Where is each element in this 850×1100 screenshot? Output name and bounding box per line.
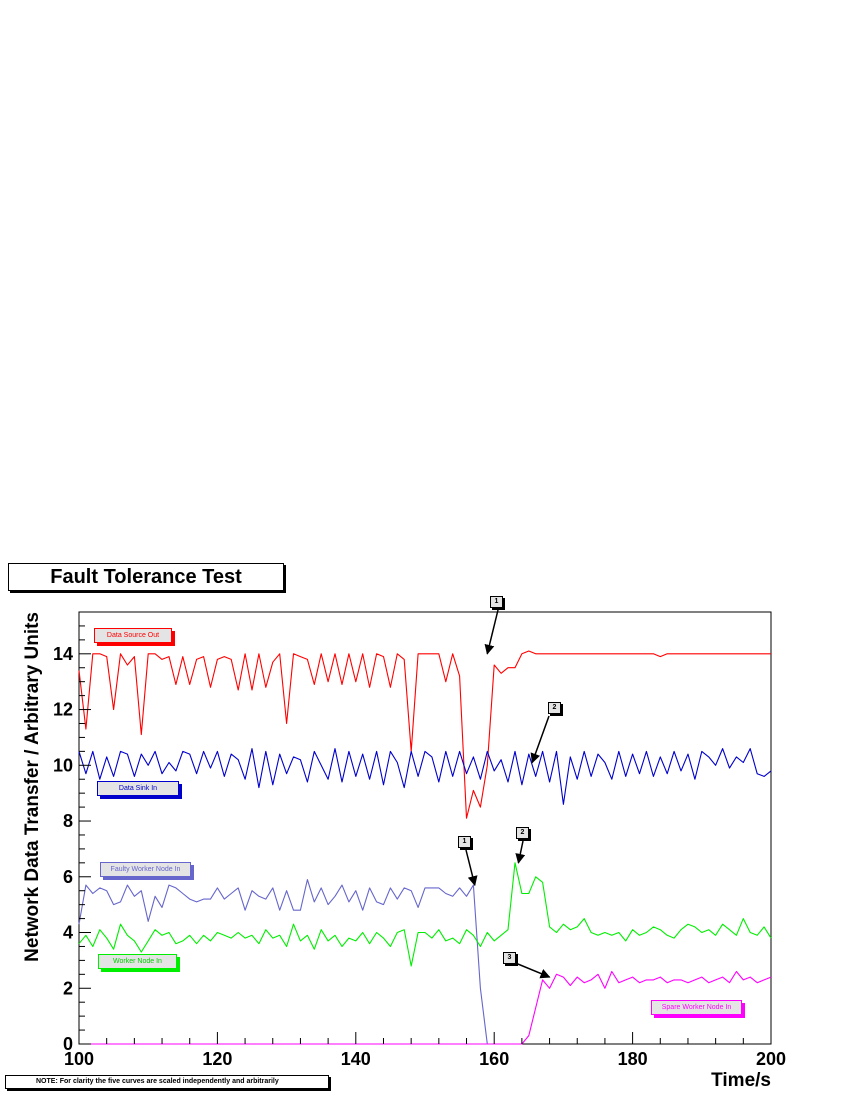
series-line-4: [79, 970, 772, 1045]
x-tick-label: 200: [756, 1049, 786, 1069]
annotation-arrow-4: [515, 840, 526, 864]
chart-note: NOTE: For clarity the five curves are sc…: [5, 1075, 329, 1089]
y-tick-label: 8: [63, 811, 73, 831]
legend-faulty-worker-node-in: Faulty Worker Node In: [100, 862, 191, 877]
series-line-1: [78, 748, 772, 805]
series-line-0: [78, 650, 771, 819]
annotation-3-spare: 3: [503, 952, 516, 964]
legend-spare-worker-node-in: Spare Worker Node In: [651, 1000, 742, 1015]
y-tick-label: 14: [53, 644, 73, 664]
y-tick-label: 2: [63, 978, 73, 998]
x-tick-label: 100: [64, 1049, 94, 1069]
y-axis-title: Network Data Transfer / Arbitrary Units: [22, 612, 43, 962]
annotation-arrow-2: [530, 715, 550, 764]
annotation-arrow-3: [465, 849, 478, 887]
y-tick-label: 0: [63, 1034, 73, 1054]
y-tick-label: 12: [53, 700, 73, 720]
y-tick-label: 4: [63, 923, 73, 943]
plot-frame: [78, 611, 772, 1045]
x-tick-label: 180: [618, 1049, 648, 1069]
annotation-arrow-1: [484, 609, 499, 655]
x-axis-title: Time/s: [711, 1070, 771, 1091]
series-line-3: [78, 862, 772, 967]
annotation-1-faulty: 1: [458, 836, 471, 848]
annotation-1-source: 1: [490, 596, 503, 608]
y-tick-label: 10: [53, 755, 73, 775]
legend-worker-node-in: Worker Node In: [98, 954, 177, 969]
legend-data-sink-in: Data Sink In: [97, 781, 179, 796]
annotation-2-worker: 2: [516, 827, 529, 839]
y-tick-label: 6: [63, 867, 73, 887]
x-tick-label: 160: [479, 1049, 509, 1069]
annotation-2-sink: 2: [548, 702, 561, 714]
legend-data-source-out: Data Source Out: [94, 628, 172, 643]
series-line-2: [78, 879, 488, 1045]
annotation-arrow-5: [512, 961, 551, 979]
x-tick-label: 120: [202, 1049, 232, 1069]
chart-title: Fault Tolerance Test: [8, 563, 284, 591]
x-tick-label: 140: [341, 1049, 371, 1069]
